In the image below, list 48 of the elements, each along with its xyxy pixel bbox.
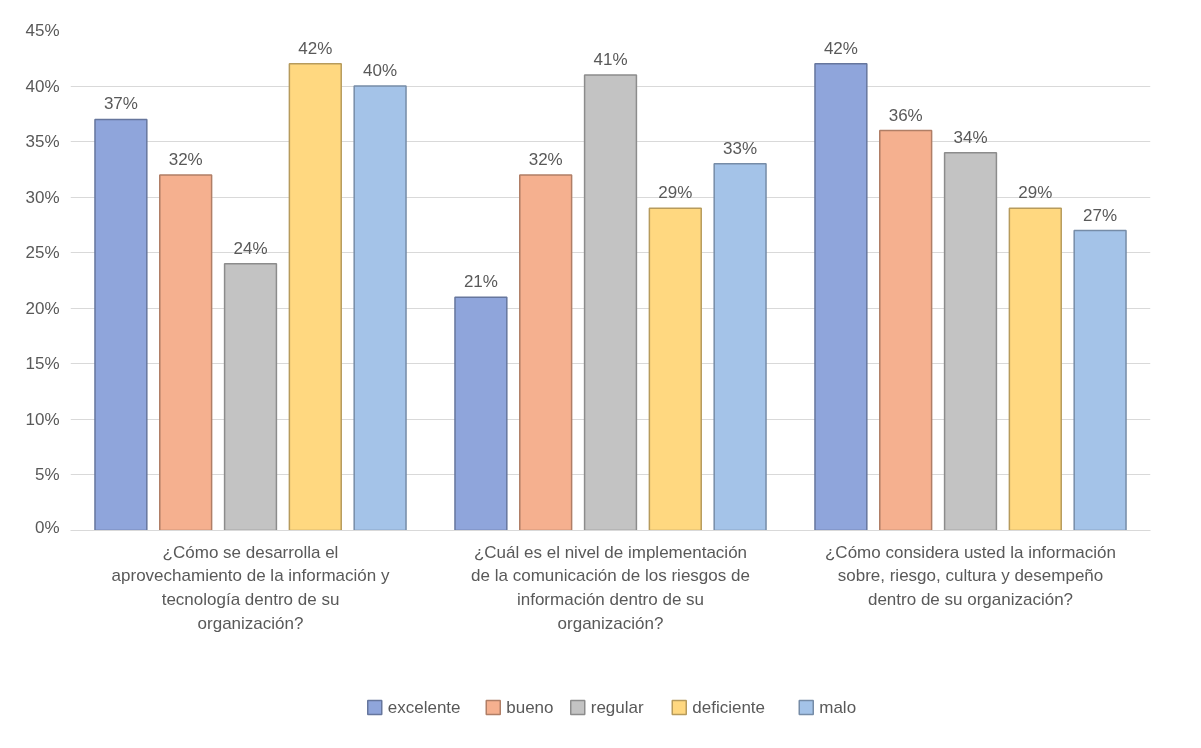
data-label: 42% (823, 38, 858, 58)
bar (814, 63, 868, 531)
x-tick-label: ¿Cómo considera usted la información sobre, riesgo, cultura y desempeño dentro de su organización? (824, 542, 1117, 609)
y-tick-label: 35% (25, 132, 60, 152)
x-tick-label: ¿Cuál es el nivel de implementación de la comunicación de los riesgos de información dentro de su organización? (471, 542, 750, 633)
bar (519, 174, 573, 531)
bar (1073, 229, 1127, 531)
legend-label: regular (590, 698, 645, 717)
data-label: 36% (888, 105, 923, 125)
x-tick-label: ¿Cómo se desarrolla el aprovechamiento de la información y tecnología dentro de su organización? (111, 542, 390, 633)
data-label: 41% (593, 49, 628, 69)
data-label: 37% (103, 94, 138, 114)
data-label: 33% (723, 138, 758, 158)
bar (353, 85, 407, 531)
data-label: 24% (233, 238, 268, 258)
data-label: 34% (953, 127, 988, 147)
bar (648, 207, 702, 531)
legend-label: malo (819, 698, 857, 717)
data-label: 27% (1083, 205, 1118, 225)
bar (94, 118, 148, 531)
bar (583, 74, 638, 531)
data-label: 21% (463, 272, 498, 292)
bar (454, 296, 508, 531)
bar (879, 129, 933, 531)
y-tick-label: 15% (25, 354, 60, 374)
y-tick-label: 0% (34, 517, 60, 537)
data-label: 29% (1018, 183, 1053, 203)
bar (223, 263, 278, 531)
legend-label: excelente (387, 698, 461, 717)
data-label: 29% (658, 183, 693, 203)
y-tick-label: 10% (25, 409, 60, 429)
y-tick-label: 40% (25, 76, 60, 96)
y-tick-label: 5% (34, 465, 60, 485)
bar (943, 151, 998, 531)
bar (288, 63, 342, 531)
data-label: 40% (363, 61, 398, 81)
legend-label: bueno (506, 698, 554, 717)
data-label: 32% (168, 149, 203, 169)
y-tick-label: 30% (25, 187, 60, 207)
y-tick-label: 25% (25, 243, 60, 263)
legend-label: deficiente (692, 698, 766, 717)
y-tick-label: 45% (25, 21, 60, 40)
bar (713, 163, 767, 531)
bar (159, 174, 213, 531)
data-label: 42% (298, 38, 333, 58)
data-label: 32% (528, 149, 563, 169)
bar (1008, 207, 1062, 531)
y-tick-label: 20% (25, 298, 60, 318)
